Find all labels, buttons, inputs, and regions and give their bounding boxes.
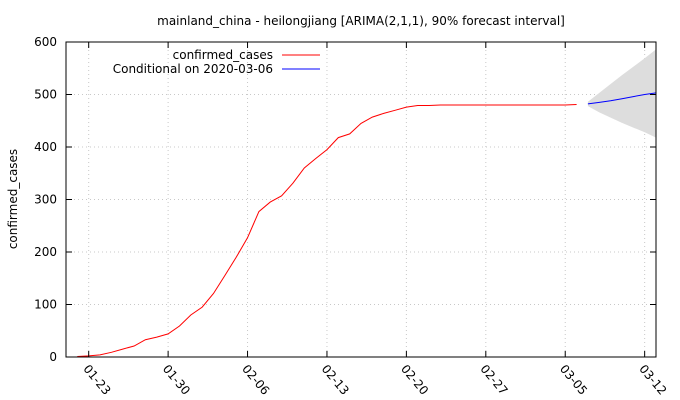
series-line-conditional-forecast <box>587 92 657 105</box>
y-axis-ticks: 0 100 200 300 400 500 600 <box>34 35 656 364</box>
legend-label-confirmed-cases: confirmed_cases <box>173 48 273 62</box>
forecast-interval-band <box>587 49 656 138</box>
y-tick-label: 600 <box>34 35 57 49</box>
series-line-confirmed-cases <box>77 104 577 357</box>
y-axis-label: confirmed_cases <box>6 149 20 249</box>
series-lines <box>77 92 657 357</box>
y-tick-label: 200 <box>34 245 57 259</box>
legend: confirmed_cases Conditional on 2020-03-0… <box>113 48 320 76</box>
y-tick-label: 0 <box>49 350 57 364</box>
forecast-interval-area <box>587 49 656 138</box>
legend-label-conditional: Conditional on 2020-03-06 <box>113 62 273 76</box>
chart-title: mainland_china - heilongjiang [ARIMA(2,1… <box>157 14 565 28</box>
y-tick-label: 300 <box>34 193 57 207</box>
y-tick-label: 400 <box>34 140 57 154</box>
y-tick-label: 500 <box>34 88 57 102</box>
y-tick-label: 100 <box>34 298 57 312</box>
